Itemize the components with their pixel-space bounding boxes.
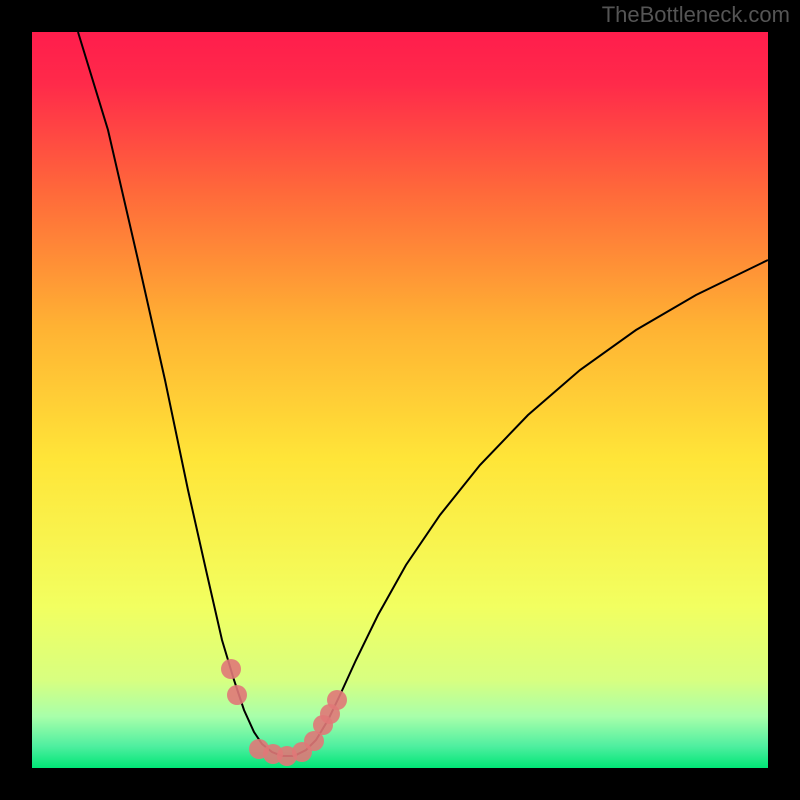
marker-point xyxy=(221,659,241,679)
bottleneck-chart xyxy=(0,0,800,800)
marker-point xyxy=(327,690,347,710)
marker-point xyxy=(227,685,247,705)
watermark-text: TheBottleneck.com xyxy=(602,2,790,28)
plot-background xyxy=(32,32,768,768)
